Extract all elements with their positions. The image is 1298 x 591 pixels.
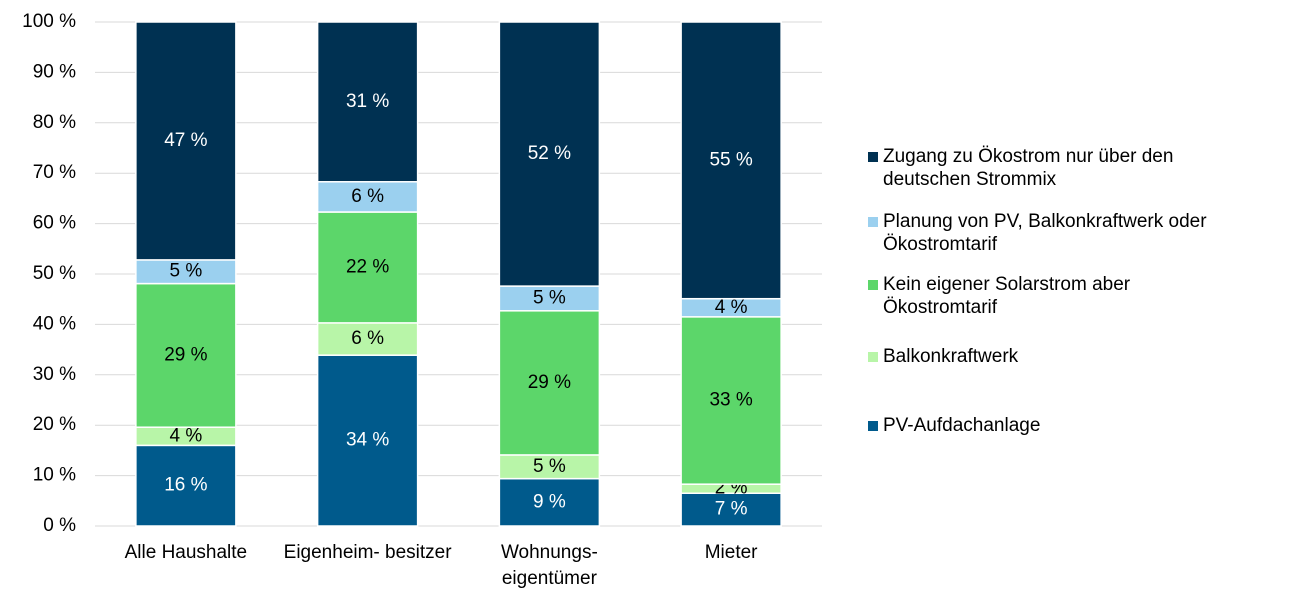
y-tick-label: 90 % bbox=[33, 61, 76, 82]
data-label: 5 % bbox=[533, 287, 566, 308]
legend-swatch bbox=[868, 152, 878, 162]
bar-segment bbox=[135, 444, 237, 527]
bar-segment bbox=[316, 21, 419, 183]
bar-segment bbox=[135, 21, 237, 261]
legend-swatch bbox=[868, 352, 878, 362]
legend-label: Kein eigener Solarstrom aber Ökostromtar… bbox=[883, 274, 1131, 318]
data-label: 29 % bbox=[528, 372, 571, 393]
data-label: 6 % bbox=[351, 186, 384, 207]
data-label: 5 % bbox=[170, 261, 203, 282]
y-tick-label: 70 % bbox=[33, 162, 76, 183]
x-tick-label: Eigenheim- besitzer bbox=[283, 542, 452, 563]
data-label: 7 % bbox=[715, 499, 748, 520]
y-tick-label: 40 % bbox=[33, 313, 76, 334]
data-label: 33 % bbox=[709, 390, 752, 411]
bar-segment bbox=[498, 477, 601, 527]
x-tick-label: Wohnungs- eigentümer bbox=[500, 542, 598, 589]
data-label: 34 % bbox=[346, 430, 389, 451]
x-tick-label: Alle Haushalte bbox=[124, 542, 248, 563]
bar-segment bbox=[316, 181, 419, 213]
bar-segment bbox=[498, 21, 601, 287]
data-label: 9 % bbox=[533, 491, 566, 512]
y-tick-label: 0 % bbox=[43, 515, 76, 536]
x-tick-label: Mieter bbox=[704, 542, 758, 563]
bar-segment bbox=[680, 21, 782, 300]
y-tick-label: 50 % bbox=[33, 263, 76, 284]
data-label: 4 % bbox=[170, 425, 203, 446]
data-label: 22 % bbox=[346, 256, 389, 277]
y-tick-label: 60 % bbox=[33, 213, 76, 234]
bar-segment bbox=[135, 282, 237, 428]
legend-label: Planung von PV, Balkonkraftwerk oder Öko… bbox=[883, 211, 1207, 255]
data-label: 55 % bbox=[709, 149, 752, 170]
legend-label: PV-Aufdachanlage bbox=[883, 415, 1041, 436]
legend-entry: Planung von PV, Balkonkraftwerk oder Öko… bbox=[868, 210, 1298, 256]
data-label: 47 % bbox=[164, 130, 207, 151]
y-tick-label: 100 % bbox=[22, 11, 76, 32]
bar-segment bbox=[498, 285, 601, 312]
y-tick-label: 20 % bbox=[33, 414, 76, 435]
data-label: 16 % bbox=[164, 475, 207, 496]
data-label: 4 % bbox=[715, 297, 748, 318]
y-tick-label: 80 % bbox=[33, 112, 76, 133]
bar-segment bbox=[498, 310, 601, 456]
legend-swatch bbox=[868, 421, 878, 431]
y-tick-label: 10 % bbox=[33, 465, 76, 486]
legend-entry: Kein eigener Solarstrom aber Ökostromtar… bbox=[868, 273, 1298, 319]
legend-entry: Zugang zu Ökostrom nur über den deutsche… bbox=[868, 145, 1298, 191]
legend-swatch bbox=[868, 217, 878, 227]
bar-segment bbox=[316, 354, 419, 527]
legend-entry: Balkonkraftwerk bbox=[868, 345, 1298, 368]
data-label: 29 % bbox=[164, 344, 207, 365]
legend-label: Zugang zu Ökostrom nur über den deutsche… bbox=[883, 146, 1174, 190]
data-label: 6 % bbox=[351, 328, 384, 349]
y-tick-label: 30 % bbox=[33, 364, 76, 385]
bar-segment bbox=[680, 316, 782, 485]
data-label: 52 % bbox=[528, 143, 571, 164]
legend-swatch bbox=[868, 280, 878, 290]
data-label: 5 % bbox=[533, 456, 566, 477]
legend-label: Balkonkraftwerk bbox=[883, 346, 1019, 367]
legend-entry: PV-Aufdachanlage bbox=[868, 414, 1298, 437]
data-label: 31 % bbox=[346, 91, 389, 112]
bar-segment bbox=[316, 322, 419, 356]
